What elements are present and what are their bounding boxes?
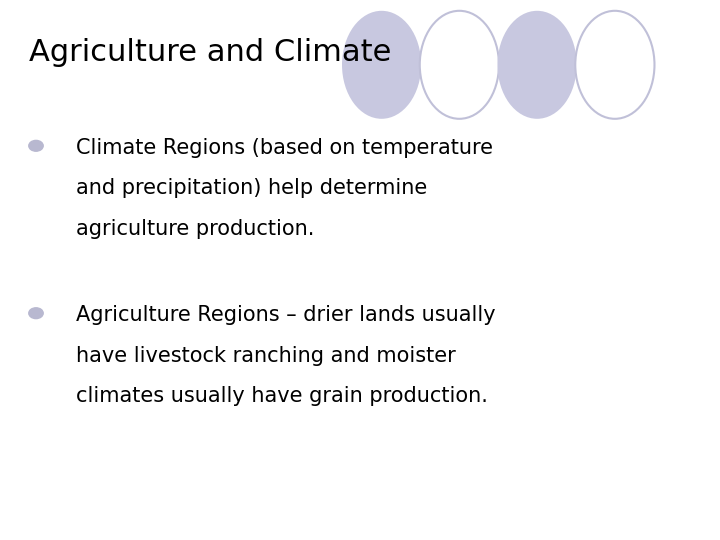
Text: have livestock ranching and moister: have livestock ranching and moister (76, 346, 455, 366)
Ellipse shape (420, 11, 499, 119)
Text: agriculture production.: agriculture production. (76, 219, 314, 239)
Ellipse shape (342, 11, 421, 119)
Ellipse shape (498, 11, 577, 119)
Ellipse shape (575, 11, 654, 119)
Text: Agriculture Regions – drier lands usually: Agriculture Regions – drier lands usuall… (76, 305, 495, 325)
Text: Agriculture and Climate: Agriculture and Climate (29, 38, 391, 67)
Circle shape (29, 308, 43, 319)
Text: Climate Regions (based on temperature: Climate Regions (based on temperature (76, 138, 492, 158)
Text: and precipitation) help determine: and precipitation) help determine (76, 178, 427, 198)
Circle shape (29, 140, 43, 151)
Text: climates usually have grain production.: climates usually have grain production. (76, 386, 487, 406)
